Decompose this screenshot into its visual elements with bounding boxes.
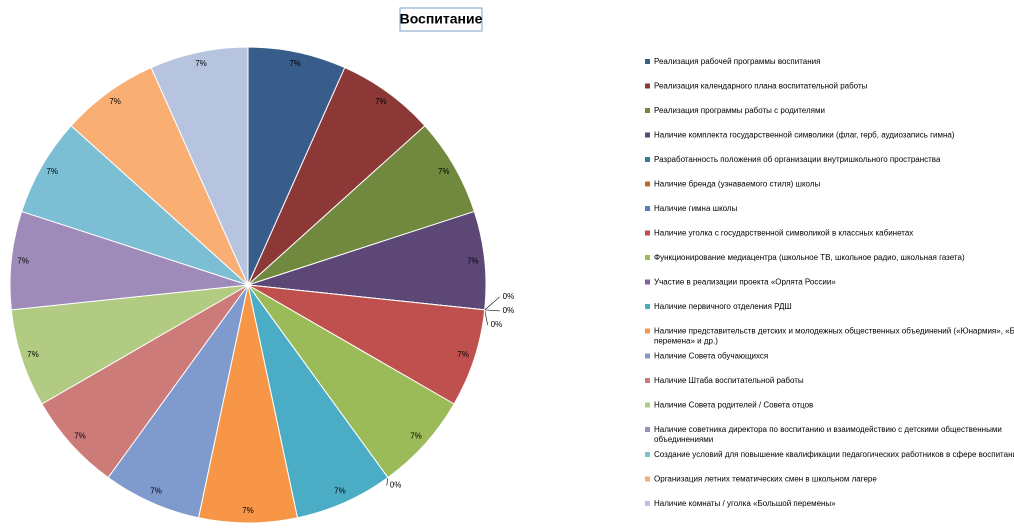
data-label: 7% bbox=[375, 97, 387, 106]
legend-label: Создание условий для повышение квалифика… bbox=[654, 450, 1014, 459]
data-label: 0% bbox=[503, 306, 515, 315]
legend-swatch bbox=[645, 279, 650, 285]
leader-line bbox=[484, 309, 500, 312]
legend-swatch bbox=[645, 304, 650, 309]
leader-line bbox=[484, 309, 488, 325]
data-label: 0% bbox=[491, 320, 503, 329]
legend-label: Организация летних тематических смен в ш… bbox=[654, 475, 877, 484]
legend-swatch bbox=[645, 255, 650, 260]
chart-title: Воспитание bbox=[400, 11, 483, 27]
legend-item: Организация летних тематических смен в ш… bbox=[645, 475, 877, 484]
legend-label: Наличие Совета обучающихся bbox=[654, 352, 768, 361]
legend-swatch bbox=[645, 230, 650, 236]
legend-item: Наличие советника директора по воспитани… bbox=[645, 425, 1002, 444]
legend-label: Наличие гимна школы bbox=[654, 204, 738, 213]
legend-label: Наличие комнаты / уголка «Большой переме… bbox=[654, 499, 836, 508]
legend-swatch bbox=[645, 59, 650, 64]
legend-swatch bbox=[645, 206, 650, 211]
legend-item: Реализация рабочей программы воспитания bbox=[645, 57, 820, 66]
legend-item: Наличие Совета обучающихся bbox=[645, 352, 768, 361]
legend-item: Функционирование медиацентра (школьное Т… bbox=[645, 253, 965, 262]
data-label: 0% bbox=[503, 292, 515, 301]
legend-item: Наличие Штаба воспитательной работы bbox=[645, 376, 804, 385]
legend-label: Наличие советника директора по воспитани… bbox=[654, 425, 1002, 444]
data-label: 7% bbox=[150, 487, 162, 496]
data-label: 7% bbox=[289, 59, 301, 68]
legend-item: Наличие Совета родителей / Совета отцов bbox=[645, 401, 813, 410]
legend-label: Наличие Штаба воспитательной работы bbox=[654, 376, 804, 385]
legend-item: Реализация календарного плана воспитател… bbox=[645, 82, 868, 91]
legend-item: Разработанность положения об организации… bbox=[645, 155, 941, 164]
legend-label: Реализация рабочей программы воспитания bbox=[654, 57, 820, 66]
data-label: 0% bbox=[390, 481, 402, 490]
legend-label: Наличие бренда (узнаваемого стиля) школы bbox=[654, 180, 821, 189]
title-box bbox=[399, 7, 483, 32]
legend-item: Участие в реализации проекта «Орлята Рос… bbox=[645, 278, 836, 287]
legend-label: Наличие Совета родителей / Совета отцов bbox=[654, 401, 813, 410]
legend-label: Разработанность положения об организации… bbox=[654, 155, 941, 164]
legend-swatch bbox=[645, 108, 650, 113]
leader-line bbox=[386, 477, 389, 486]
legend-label: Реализация календарного плана воспитател… bbox=[654, 82, 868, 91]
legend-line: объединениями bbox=[654, 435, 713, 444]
data-label: 7% bbox=[334, 487, 346, 496]
legend-swatch bbox=[645, 83, 650, 89]
pie-slice bbox=[150, 46, 249, 286]
legend-item: Наличие бренда (узнаваемого стиля) школы bbox=[645, 180, 821, 189]
data-label: 7% bbox=[438, 167, 450, 176]
legend-label: Наличие представительств детских и молод… bbox=[654, 327, 1014, 346]
data-label: 7% bbox=[27, 350, 39, 359]
legend-swatch bbox=[645, 132, 650, 138]
legend-item: Наличие комнаты / уголка «Большой переме… bbox=[645, 499, 836, 508]
legend-item: Создание условий для повышение квалифика… bbox=[645, 450, 1014, 459]
legend-swatch bbox=[645, 427, 650, 432]
data-label: 7% bbox=[195, 59, 207, 68]
legend-swatch bbox=[645, 181, 650, 187]
legend-swatch bbox=[645, 476, 650, 482]
data-label: 7% bbox=[17, 256, 29, 265]
data-label: 7% bbox=[467, 256, 479, 265]
legend-label: Реализация программы работы с родителями bbox=[654, 106, 825, 115]
legend-swatch bbox=[645, 157, 650, 162]
legend-item: Наличие гимна школы bbox=[645, 204, 738, 213]
legend-swatch bbox=[645, 328, 650, 334]
legend-swatch bbox=[645, 353, 650, 359]
legend-swatch bbox=[645, 501, 650, 506]
legend-swatch bbox=[645, 402, 650, 408]
leader-line bbox=[484, 296, 500, 311]
data-label: 7% bbox=[242, 506, 254, 515]
data-label: 7% bbox=[46, 167, 58, 176]
legend-swatch bbox=[645, 378, 650, 383]
data-label: 7% bbox=[410, 431, 422, 440]
legend-item: Наличие уголка с государственной символи… bbox=[645, 229, 913, 238]
legend-line: Наличие советника директора по воспитани… bbox=[654, 425, 1002, 434]
legend-item: Наличие первичного отделения РДШ bbox=[645, 302, 792, 311]
legend-swatch bbox=[645, 452, 650, 457]
legend-label: Участие в реализации проекта «Орлята Рос… bbox=[654, 278, 836, 287]
data-label: 7% bbox=[457, 350, 469, 359]
legend-label: Наличие комплекта государственной символ… bbox=[654, 131, 955, 140]
legend-label: Наличие первичного отделения РДШ bbox=[654, 302, 792, 311]
legend-label: Наличие уголка с государственной символи… bbox=[654, 229, 913, 238]
legend-item: Наличие представительств детских и молод… bbox=[645, 327, 1014, 346]
data-label: 7% bbox=[109, 97, 121, 106]
legend-item: Реализация программы работы с родителями bbox=[645, 106, 825, 115]
legend-label: Функционирование медиацентра (школьное Т… bbox=[654, 253, 965, 262]
data-label: 7% bbox=[74, 431, 86, 440]
legend-line: Наличие представительств детских и молод… bbox=[654, 327, 1014, 336]
legend-line: перемена» и др.) bbox=[654, 337, 718, 346]
legend-item: Наличие комплекта государственной символ… bbox=[645, 131, 955, 140]
